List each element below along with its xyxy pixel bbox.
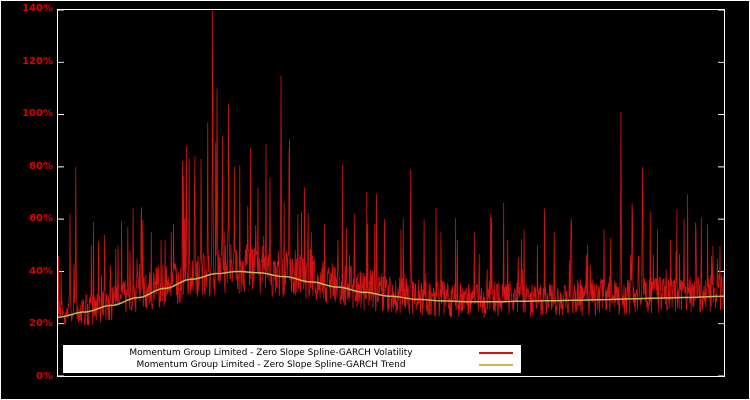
y-axis-tick-label: 40% [29, 265, 53, 277]
chart-svg [58, 10, 724, 376]
legend-item-volatility: Momentum Group Limited - Zero Slope Spli… [67, 347, 517, 359]
y-axis-tick-label: 100% [22, 108, 53, 120]
legend-line-sample-trend [479, 364, 513, 366]
axis-ticks [58, 10, 724, 376]
volatility-series-line [58, 10, 724, 327]
legend-item-trend: Momentum Group Limited - Zero Slope Spli… [67, 359, 517, 371]
trend-series-line [58, 270, 724, 318]
legend-line-sample-volatility [479, 352, 513, 354]
plot-area: Momentum Group Limited - Zero Slope Spli… [57, 9, 725, 377]
legend: Momentum Group Limited - Zero Slope Spli… [63, 345, 521, 373]
y-axis-tick-label: 20% [29, 318, 53, 330]
y-axis-tick-label: 0% [36, 371, 53, 382]
y-axis-tick-label: 60% [29, 213, 53, 225]
y-axis: 0% 20% 40% 60% 80% 100% 120% 140% [1, 1, 53, 400]
y-axis-tick-label: 120% [22, 55, 53, 67]
y-axis-tick-label: 80% [29, 160, 53, 172]
y-axis-tick-label: 140% [22, 2, 53, 14]
legend-label-volatility: Momentum Group Limited - Zero Slope Spli… [129, 348, 413, 358]
legend-label-trend: Momentum Group Limited - Zero Slope Spli… [136, 360, 406, 370]
